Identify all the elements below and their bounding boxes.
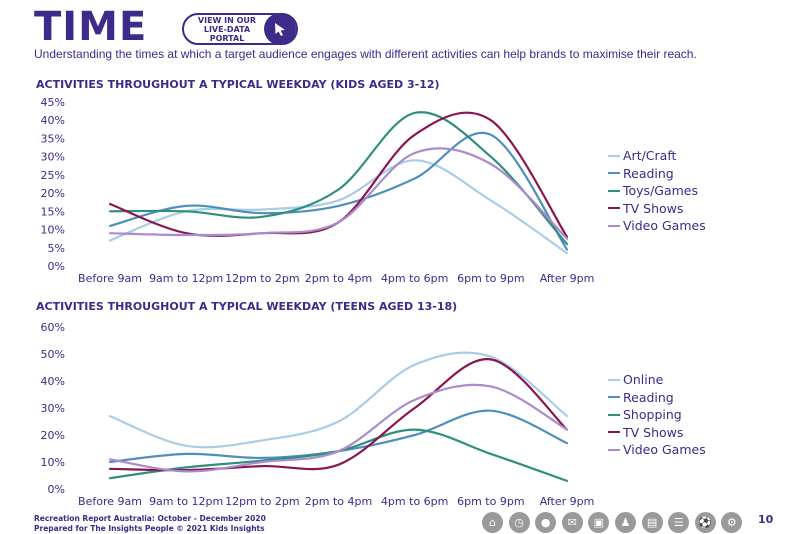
x-tick-label: Before 9am xyxy=(78,495,142,508)
legend-swatch xyxy=(608,154,620,157)
legend-swatch xyxy=(608,413,620,416)
series-line: Reading xyxy=(108,131,569,251)
x-tick-label: 9am to 12pm xyxy=(149,495,223,508)
legend-label: Shopping xyxy=(623,407,682,423)
legend-swatch xyxy=(608,431,620,434)
home-icon[interactable]: ⌂ xyxy=(482,512,503,533)
legend-item: Video Games xyxy=(608,441,706,459)
legend-label: Reading xyxy=(623,165,674,181)
x-tick-label: 12pm to 2pm xyxy=(225,272,299,285)
chat-icon[interactable]: ✉ xyxy=(561,512,583,533)
legend-label: Online xyxy=(623,372,664,388)
series-line: Video Games xyxy=(108,383,569,473)
page-number: 10 xyxy=(758,513,774,526)
cursor-icon xyxy=(264,13,296,45)
series-line: Reading xyxy=(108,409,569,464)
clock-icon[interactable]: ◷ xyxy=(508,512,530,533)
y-tick-label: 0% xyxy=(48,483,65,496)
y-tick-label: 25% xyxy=(41,169,65,182)
legend-swatch xyxy=(608,224,620,227)
page-title: TIME xyxy=(34,4,148,50)
stack-icon[interactable]: ☰ xyxy=(668,512,690,533)
y-tick-label: 5% xyxy=(48,242,65,255)
y-tick-label: 60% xyxy=(41,321,65,334)
series-line: Toys/Games xyxy=(108,111,569,246)
y-tick-label: 50% xyxy=(41,348,65,361)
legend-label: Toys/Games xyxy=(623,183,699,199)
series-line: TV Shows xyxy=(108,358,569,472)
x-tick-label: 6pm to 9pm xyxy=(457,272,524,285)
legend-label: Video Games xyxy=(623,442,706,458)
y-tick-label: 20% xyxy=(41,429,65,442)
y-tick-label: 10% xyxy=(41,456,65,469)
x-tick-label: Before 9am xyxy=(78,272,142,285)
live-data-portal-button[interactable]: VIEW IN OUR LIVE-DATA PORTAL xyxy=(182,13,298,45)
gear-icon[interactable]: ⚙ xyxy=(721,512,743,533)
legend-item: Reading xyxy=(608,389,706,407)
legend-label: Art/Craft xyxy=(623,148,677,164)
y-tick-label: 30% xyxy=(41,151,65,164)
y-tick-label: 35% xyxy=(41,132,65,145)
document-icon[interactable]: ▤ xyxy=(641,512,663,533)
y-tick-label: 40% xyxy=(41,375,65,388)
copyright-note: Prepared for The Insights People © 2021 … xyxy=(34,524,265,533)
x-tick-label: 6pm to 9pm xyxy=(457,495,524,508)
x-tick-label: 4pm to 6pm xyxy=(381,495,448,508)
legend-swatch xyxy=(608,207,620,210)
report-source: Recreation Report Australia: October - D… xyxy=(34,514,266,523)
x-tick-label: 4pm to 6pm xyxy=(381,272,448,285)
kids-chart-legend: Art/Craft Reading Toys/Games TV Shows Vi… xyxy=(608,147,706,235)
legend-swatch xyxy=(608,172,620,175)
piggy-bank-icon[interactable]: ● xyxy=(535,512,557,533)
legend-item: Shopping xyxy=(608,406,706,424)
y-tick-label: 30% xyxy=(41,402,65,415)
y-tick-label: 0% xyxy=(48,260,65,273)
legend-label: Reading xyxy=(623,389,674,405)
legend-item: Reading xyxy=(608,165,706,183)
x-tick-label: 2pm to 4pm xyxy=(305,495,372,508)
section-nav: ⌂ ◷ ● ✉ ▣ ♟ ▤ ☰ ⚽ ⚙ xyxy=(482,512,748,533)
y-tick-label: 15% xyxy=(41,205,65,218)
person-icon[interactable]: ♟ xyxy=(614,512,636,533)
legend-item: Art/Craft xyxy=(608,147,706,165)
y-tick-label: 10% xyxy=(41,224,65,237)
series-line: Video Games xyxy=(108,147,569,240)
x-tick-label: 9am to 12pm xyxy=(149,272,223,285)
portal-button-label: VIEW IN OUR LIVE-DATA PORTAL xyxy=(197,15,257,43)
legend-item: Video Games xyxy=(608,217,706,235)
kids-chart-title: ACTIVITIES THROUGHOUT A TYPICAL WEEKDAY … xyxy=(36,78,440,91)
legend-item: TV Shows xyxy=(608,424,706,442)
legend-item: TV Shows xyxy=(608,200,706,218)
ball-icon[interactable]: ⚽ xyxy=(694,512,716,533)
legend-item: Toys/Games xyxy=(608,182,706,200)
x-tick-label: After 9pm xyxy=(540,495,595,508)
legend-swatch xyxy=(608,189,620,192)
basket-icon[interactable]: ▣ xyxy=(588,512,610,533)
legend-label: TV Shows xyxy=(623,200,684,216)
legend-swatch xyxy=(608,448,620,451)
series-line: Online xyxy=(108,351,569,449)
legend-item: Online xyxy=(608,371,706,389)
x-tick-label: 2pm to 4pm xyxy=(305,272,372,285)
teens-chart-title: ACTIVITIES THROUGHOUT A TYPICAL WEEKDAY … xyxy=(36,300,458,313)
legend-swatch xyxy=(608,396,620,399)
y-tick-label: 20% xyxy=(41,187,65,200)
legend-label: TV Shows xyxy=(623,424,684,440)
legend-label: Video Games xyxy=(623,218,706,234)
page-subtitle: Understanding the times at which a targe… xyxy=(34,47,697,61)
y-tick-label: 40% xyxy=(41,114,65,127)
y-tick-label: 45% xyxy=(41,96,65,109)
x-tick-label: 12pm to 2pm xyxy=(225,495,299,508)
x-tick-label: After 9pm xyxy=(540,272,595,285)
teens-chart-legend: Online Reading Shopping TV Shows Video G… xyxy=(608,371,706,459)
legend-swatch xyxy=(608,378,620,381)
